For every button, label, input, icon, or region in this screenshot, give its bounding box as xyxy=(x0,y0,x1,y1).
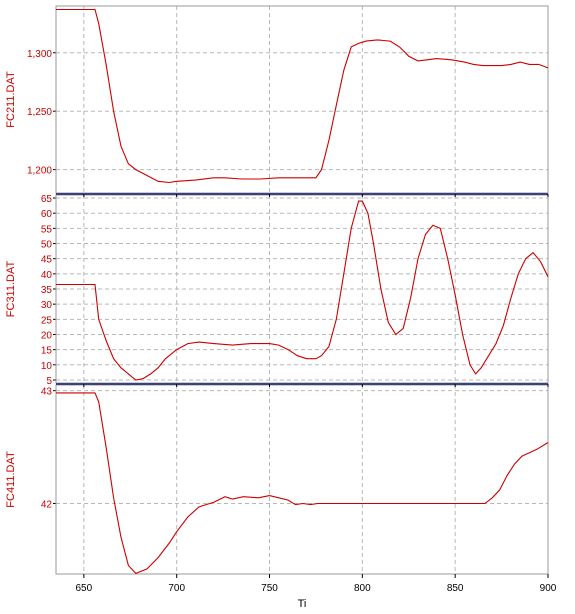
series-line xyxy=(56,8,549,184)
y-axis-label: FC411.DAT xyxy=(5,451,17,508)
y-tick-label: 10 xyxy=(41,361,53,372)
panel-frame xyxy=(55,384,549,575)
panel-frame xyxy=(55,194,549,384)
y-tick-label: 1,200 xyxy=(27,166,52,177)
x-tick-label: 750 xyxy=(261,583,278,594)
x-tick-label: 850 xyxy=(447,583,464,594)
y-tick-label: 30 xyxy=(41,300,53,311)
y-axis-label: FC311.DAT xyxy=(5,261,17,318)
series-line xyxy=(56,200,549,381)
panel-frame xyxy=(55,5,549,194)
y-tick-label: 1,300 xyxy=(27,49,52,60)
y-tick-label: 65 xyxy=(41,194,53,205)
x-tick-label: 800 xyxy=(354,583,371,594)
y-tick-label: 50 xyxy=(41,240,53,251)
y-tick-label: 25 xyxy=(41,315,53,326)
y-tick-label: 5 xyxy=(46,376,52,387)
y-tick-label: 40 xyxy=(41,270,53,281)
y-axis-label: FC211.DAT xyxy=(5,71,17,128)
y-tick-label: 42 xyxy=(41,499,53,510)
y-tick-label: 1,250 xyxy=(27,107,52,118)
y-tick-label: 20 xyxy=(41,330,53,341)
series-line xyxy=(56,392,549,575)
y-tick-label: 43 xyxy=(41,387,53,398)
x-tick-label: 700 xyxy=(168,583,185,594)
y-tick-label: 15 xyxy=(41,346,53,357)
y-tick-label: 45 xyxy=(41,255,53,266)
x-tick-label: 900 xyxy=(540,583,557,594)
x-tick-label: 650 xyxy=(76,583,93,594)
y-tick-label: 60 xyxy=(41,209,53,220)
y-tick-label: 55 xyxy=(41,224,53,235)
y-tick-label: 35 xyxy=(41,285,53,296)
x-axis-label: Ti xyxy=(298,598,307,609)
